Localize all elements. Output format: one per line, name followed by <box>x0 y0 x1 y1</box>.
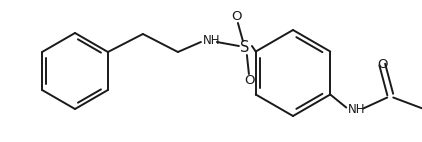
Text: S: S <box>240 40 249 56</box>
Text: O: O <box>232 10 242 22</box>
Text: O: O <box>377 58 387 71</box>
Text: O: O <box>245 75 255 87</box>
Text: NH: NH <box>203 34 220 46</box>
Text: NH: NH <box>348 103 366 116</box>
